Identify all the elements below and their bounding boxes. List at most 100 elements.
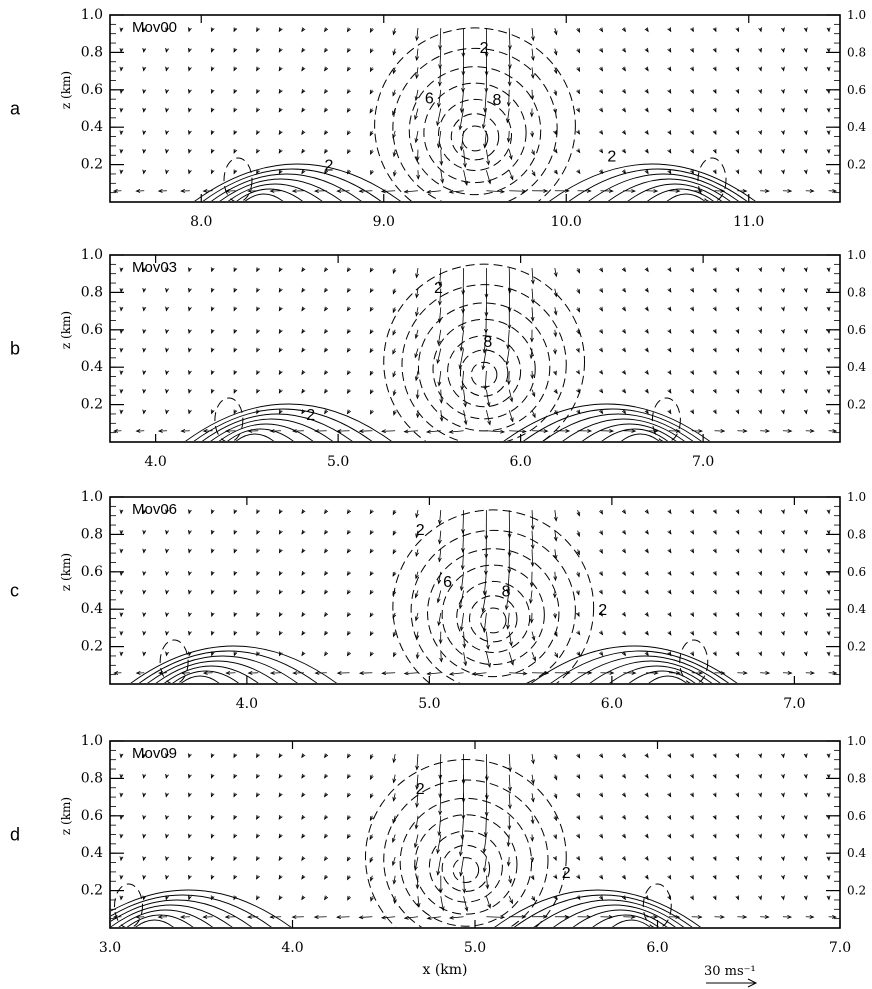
wind-vector-head	[392, 91, 397, 97]
vorticity-contour	[470, 361, 498, 388]
wind-vector	[416, 288, 419, 298]
wind-vector	[554, 549, 557, 559]
wind-vector-head	[690, 792, 694, 798]
wind-vector-head	[119, 370, 124, 376]
wind-vector-head	[369, 108, 374, 114]
wind-vector-head	[233, 47, 238, 53]
wind-vector-head	[463, 163, 467, 169]
wind-vector-head	[758, 856, 762, 862]
wind-vector-head	[781, 509, 785, 515]
wind-vector-head	[712, 874, 717, 880]
wind-vector	[460, 612, 464, 631]
wind-vector-head	[415, 574, 419, 580]
panel-title: Mov00	[132, 19, 177, 36]
wind-vector-head	[392, 530, 397, 536]
reference-vector-arrowhead	[747, 978, 758, 988]
wind-vector-head	[233, 370, 238, 376]
outflow-contour	[568, 168, 748, 201]
wind-vector-head	[459, 346, 464, 352]
wind-vector-head	[346, 306, 351, 312]
wind-vector-head	[256, 169, 260, 175]
wind-vector	[415, 89, 419, 101]
wind-vector	[439, 48, 442, 69]
wind-vector	[393, 774, 396, 783]
wind-vector	[461, 89, 464, 113]
wind-vector-head	[644, 753, 649, 759]
wind-vector-head	[803, 169, 808, 175]
wind-vector-head	[256, 47, 260, 53]
wind-vector	[415, 612, 419, 621]
wind-vector-head	[233, 612, 238, 618]
wind-vector-head	[735, 773, 740, 779]
y-tick-label-right: 1.0	[847, 490, 866, 504]
wind-vector-head	[803, 815, 808, 821]
wind-vector-head	[113, 671, 119, 675]
wind-vector-head	[301, 47, 306, 53]
wind-vector	[485, 549, 487, 575]
wind-vector	[508, 774, 511, 791]
outflow-contour	[236, 188, 303, 201]
wind-vector-head	[803, 388, 808, 394]
wind-vector-head	[346, 612, 351, 618]
wind-vector-head	[507, 804, 512, 810]
wind-vector	[439, 793, 442, 815]
wind-vector-head	[500, 429, 506, 434]
wind-vector	[459, 834, 464, 856]
wind-vector-head	[210, 169, 215, 175]
y-tick-label-right: 0.2	[847, 158, 866, 172]
wind-vector-head	[278, 509, 283, 515]
contour-label: 2	[562, 865, 571, 882]
vorticity-contour	[438, 98, 512, 171]
wind-vector-head	[233, 89, 238, 94]
y-tick-label-right: 0.6	[847, 809, 866, 823]
wind-vector-head	[459, 626, 464, 632]
wind-vector-head	[712, 773, 717, 779]
wind-vector-head	[415, 654, 420, 660]
wind-vector-head	[165, 130, 169, 136]
wind-vector	[505, 590, 510, 610]
wind-vector-head	[188, 306, 192, 312]
wind-vector-head	[712, 388, 717, 394]
wind-vector-head	[392, 330, 397, 336]
wind-vector-head	[210, 47, 215, 53]
wind-vector-head	[553, 310, 558, 316]
wind-vector-head	[644, 409, 649, 415]
wind-vector	[404, 916, 419, 919]
wind-vector-head	[742, 189, 748, 193]
wind-vector-head	[459, 146, 464, 152]
wind-vector	[439, 774, 442, 798]
outflow-contour	[530, 645, 738, 683]
wind-vector-head	[414, 376, 419, 382]
wind-vector-head	[507, 324, 512, 330]
wind-vector-head	[391, 837, 396, 843]
outflow-contour	[135, 919, 174, 927]
vorticity-contour	[427, 548, 560, 678]
wind-vector-head	[460, 385, 465, 391]
wind-vector-head	[758, 267, 762, 273]
x-tick-label: 6.0	[509, 454, 531, 470]
wind-vector-head	[765, 671, 771, 675]
wind-vector-head	[803, 409, 808, 415]
wind-vector-head	[119, 815, 124, 821]
wind-vector-head	[482, 848, 487, 854]
wind-vector-head	[233, 306, 238, 312]
wind-vector-head	[553, 516, 558, 522]
wind-vector-head	[553, 794, 558, 800]
wind-vector	[438, 130, 442, 148]
wind-vector-head	[531, 413, 536, 419]
wind-vector-head	[210, 148, 215, 154]
wind-vector-head	[712, 509, 717, 515]
y-tick-label-left: 0.6	[81, 564, 103, 580]
wind-vector	[482, 590, 487, 612]
wind-vector-head	[826, 612, 831, 618]
wind-vector-head	[644, 612, 649, 617]
wind-vector	[438, 612, 442, 626]
wind-vector-head	[233, 589, 238, 595]
wind-vector-head	[448, 189, 454, 194]
wind-vector-head	[826, 370, 831, 376]
wind-vector-head	[142, 409, 147, 415]
wind-vector-head	[826, 773, 831, 779]
vorticity-contour	[432, 318, 536, 420]
wind-vector	[437, 590, 442, 603]
wind-vector-head	[439, 657, 444, 663]
